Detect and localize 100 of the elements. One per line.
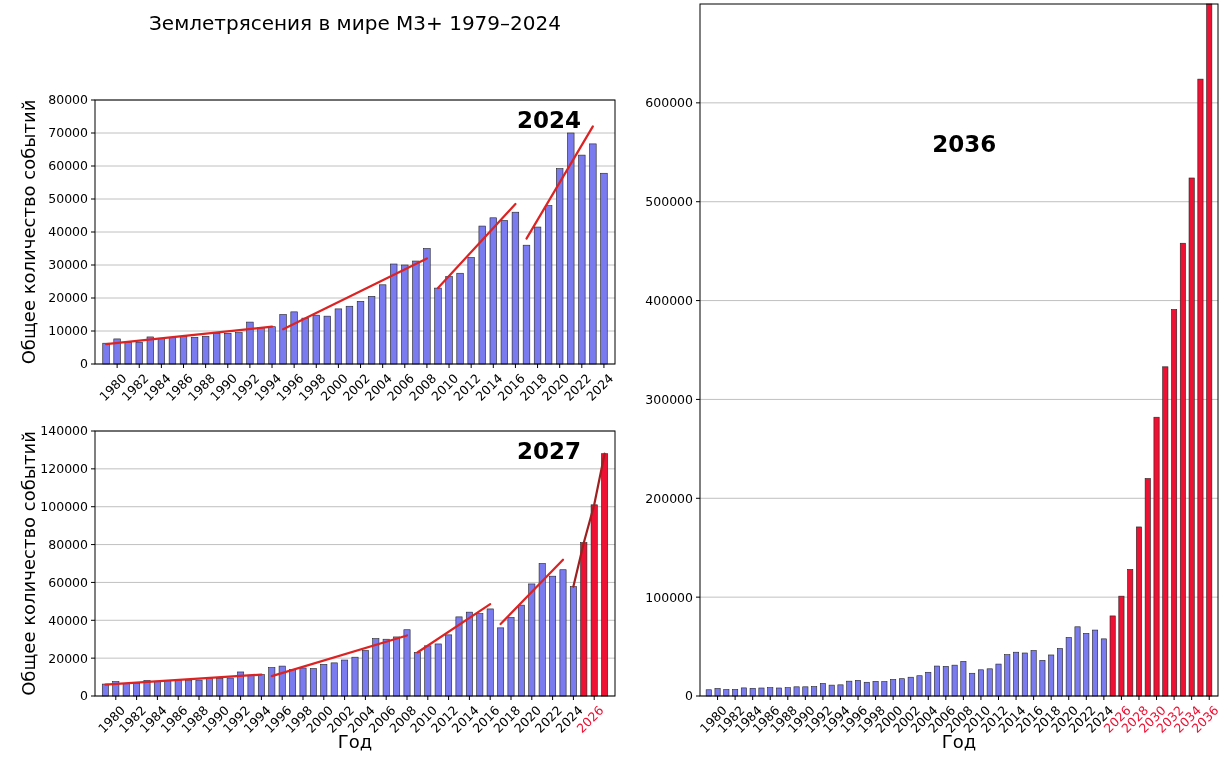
bar <box>1136 526 1142 697</box>
annotation: 2024 <box>516 107 581 133</box>
bar <box>312 314 320 365</box>
bar <box>601 453 609 697</box>
bar <box>1039 660 1046 697</box>
bar <box>569 586 577 697</box>
y-tick-label: 500000 <box>645 194 694 210</box>
y-tick-label: 10000 <box>48 323 89 339</box>
bar <box>549 575 557 697</box>
annotation: 2027 <box>516 438 581 464</box>
bar <box>1083 633 1090 697</box>
y-tick-label: 0 <box>80 688 89 704</box>
bar <box>723 689 730 697</box>
bar <box>489 217 497 365</box>
bar <box>1197 78 1204 697</box>
bar <box>122 683 130 697</box>
y-tick-label: 40000 <box>48 224 89 240</box>
bar <box>445 634 453 697</box>
bar <box>784 687 791 697</box>
bar <box>341 659 349 697</box>
bar <box>246 321 254 365</box>
bar <box>1153 416 1160 697</box>
bar <box>382 638 390 697</box>
y-tick-label: 400000 <box>645 292 694 308</box>
bar <box>899 678 905 697</box>
bar <box>925 671 932 697</box>
bar <box>257 327 265 365</box>
bar <box>174 679 182 697</box>
bar <box>1100 638 1107 697</box>
bar <box>135 341 143 365</box>
bar <box>1057 648 1063 697</box>
bar <box>881 681 888 697</box>
y-tick-label: 140000 <box>40 423 89 439</box>
bar <box>1171 309 1178 697</box>
bar <box>714 688 721 697</box>
bar <box>767 687 774 697</box>
bar <box>916 675 923 697</box>
bar <box>538 563 546 697</box>
bar <box>202 335 210 365</box>
bar <box>600 172 608 365</box>
y-tick-label: 600000 <box>645 95 694 111</box>
bar <box>995 663 1002 697</box>
y-axis-title: Общее количество событий <box>18 431 39 696</box>
bar <box>749 687 756 697</box>
bar <box>497 627 505 697</box>
bar <box>776 687 782 697</box>
bar <box>445 276 453 365</box>
bar <box>828 684 835 697</box>
bar <box>456 272 464 365</box>
bar <box>1144 478 1151 697</box>
y-axis-title: Общее количество событий <box>18 99 39 365</box>
bar <box>289 669 297 697</box>
bar <box>837 684 844 697</box>
bar <box>1030 650 1037 697</box>
bar <box>257 674 265 697</box>
bar <box>224 333 232 365</box>
bar <box>168 336 177 365</box>
bar <box>290 311 298 365</box>
bar <box>390 263 398 365</box>
bar <box>1109 615 1116 697</box>
bar <box>1048 654 1055 697</box>
bar <box>379 284 387 365</box>
bar <box>393 636 401 697</box>
bar <box>486 608 494 697</box>
bar <box>237 671 245 697</box>
bar <box>102 342 110 365</box>
bar <box>403 629 411 697</box>
bar <box>819 683 826 697</box>
chart-title: Землетрясения в мире M3+ 1979–2024 <box>149 11 561 35</box>
bar <box>855 680 861 697</box>
bar <box>758 687 765 697</box>
bar <box>465 611 473 697</box>
y-tick-label: 0 <box>80 356 89 372</box>
bar <box>278 665 286 697</box>
bar <box>846 680 853 697</box>
annotation: 2036 <box>932 131 997 157</box>
bar <box>361 650 369 697</box>
bar <box>299 667 307 697</box>
bar <box>740 687 747 697</box>
bar <box>802 686 809 697</box>
y-tick-label: 120000 <box>40 461 89 477</box>
bar <box>476 613 484 697</box>
y-tick-label: 20000 <box>48 650 89 666</box>
y-tick-label: 20000 <box>48 290 89 306</box>
bar <box>1206 3 1213 697</box>
bar <box>334 308 343 365</box>
bar <box>942 666 949 697</box>
bar <box>434 287 442 365</box>
y-tick-label: 60000 <box>48 574 89 590</box>
bar <box>567 132 575 365</box>
bar <box>124 342 132 365</box>
bar <box>589 143 597 365</box>
bar <box>351 656 359 697</box>
bar <box>705 689 712 697</box>
bar <box>1065 637 1072 697</box>
bar <box>185 680 193 697</box>
y-tick-label: 50000 <box>48 191 89 207</box>
bar <box>216 678 224 697</box>
bar <box>412 260 420 365</box>
bar <box>545 205 553 365</box>
